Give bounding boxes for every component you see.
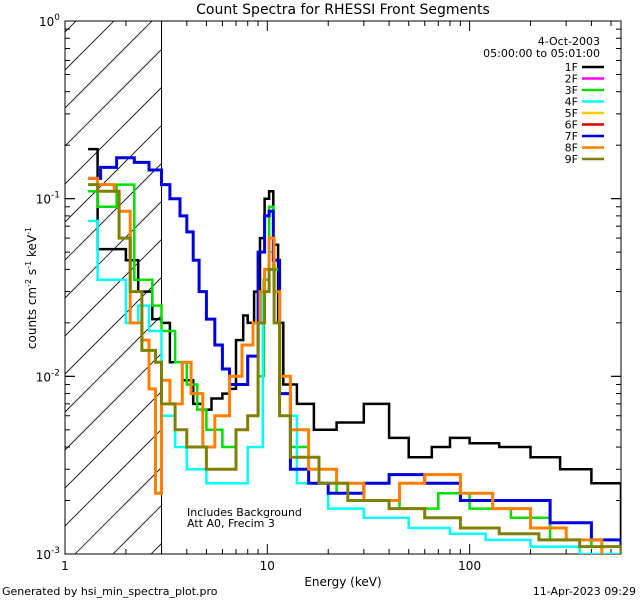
legend-label-7F: 7F xyxy=(565,130,578,143)
hatch-line xyxy=(65,428,162,527)
series-line-3F xyxy=(88,183,621,554)
y-tick-label: 10-1 xyxy=(36,191,60,207)
x-tick-label: 1 xyxy=(61,559,69,573)
legend-label-2F: 2F xyxy=(565,73,578,86)
series-line-9F xyxy=(88,183,621,554)
y-axis-label: counts cm-2 s-1 keV-1 xyxy=(24,227,39,349)
plot-frame xyxy=(64,20,622,555)
hatch-line xyxy=(65,162,162,261)
legend-label-8F: 8F xyxy=(565,142,578,155)
hatch-line xyxy=(227,0,640,554)
legend-label-4F: 4F xyxy=(565,96,578,109)
hatch-line xyxy=(65,238,162,337)
footer-timestamp: 11-Apr-2023 09:29 xyxy=(533,585,636,598)
legend-label-1F: 1F xyxy=(565,61,578,74)
footer-generated-by: Generated by hsi_min_spectra_plot.pro xyxy=(2,585,218,598)
hatch-line xyxy=(65,200,162,299)
hatch-lines xyxy=(65,0,640,554)
hatch-line xyxy=(65,48,162,147)
series-line-7F xyxy=(88,156,621,554)
y-tick-label: 100 xyxy=(39,13,60,29)
annotation-background: Includes Background xyxy=(187,506,302,519)
chart-title: Count Spectra for RHESSI Front Segments xyxy=(196,2,490,18)
series-line-4F xyxy=(88,219,621,554)
axis-ticks: 1 10 100 100 10-1 10-2 10-3 xyxy=(36,13,621,573)
hatch-line xyxy=(65,276,162,375)
hatch-line xyxy=(65,390,162,489)
legend: 4-Oct-2003 05:00:00 to 05:01:00 1F2F3F4F… xyxy=(483,35,604,166)
legend-label-3F: 3F xyxy=(565,84,578,97)
y-tick-label: 10-2 xyxy=(36,368,60,384)
x-tick-label: 10 xyxy=(260,559,275,573)
hatch-line xyxy=(65,314,162,413)
legend-label-9F: 9F xyxy=(565,153,578,166)
x-axis-label: Energy (keV) xyxy=(304,575,381,589)
series-lines xyxy=(88,147,621,554)
series-line-8F xyxy=(88,176,604,554)
hatch-line xyxy=(112,504,162,554)
y-tick-label: 10-3 xyxy=(36,546,60,562)
x-tick-label: 100 xyxy=(458,559,481,573)
hatch-line xyxy=(65,21,153,109)
annotation-attenuator: Att A0, Frecim 3 xyxy=(187,517,275,530)
hatch-line xyxy=(65,124,162,223)
hatch-line xyxy=(74,466,162,554)
legend-label-6F: 6F xyxy=(565,119,578,132)
legend-time-range: 05:00:00 to 05:01:00 xyxy=(483,47,600,60)
series-line-1F xyxy=(88,147,621,540)
hatch-line xyxy=(65,21,77,33)
legend-date: 4-Oct-2003 xyxy=(538,35,600,48)
legend-label-5F: 5F xyxy=(565,107,578,120)
